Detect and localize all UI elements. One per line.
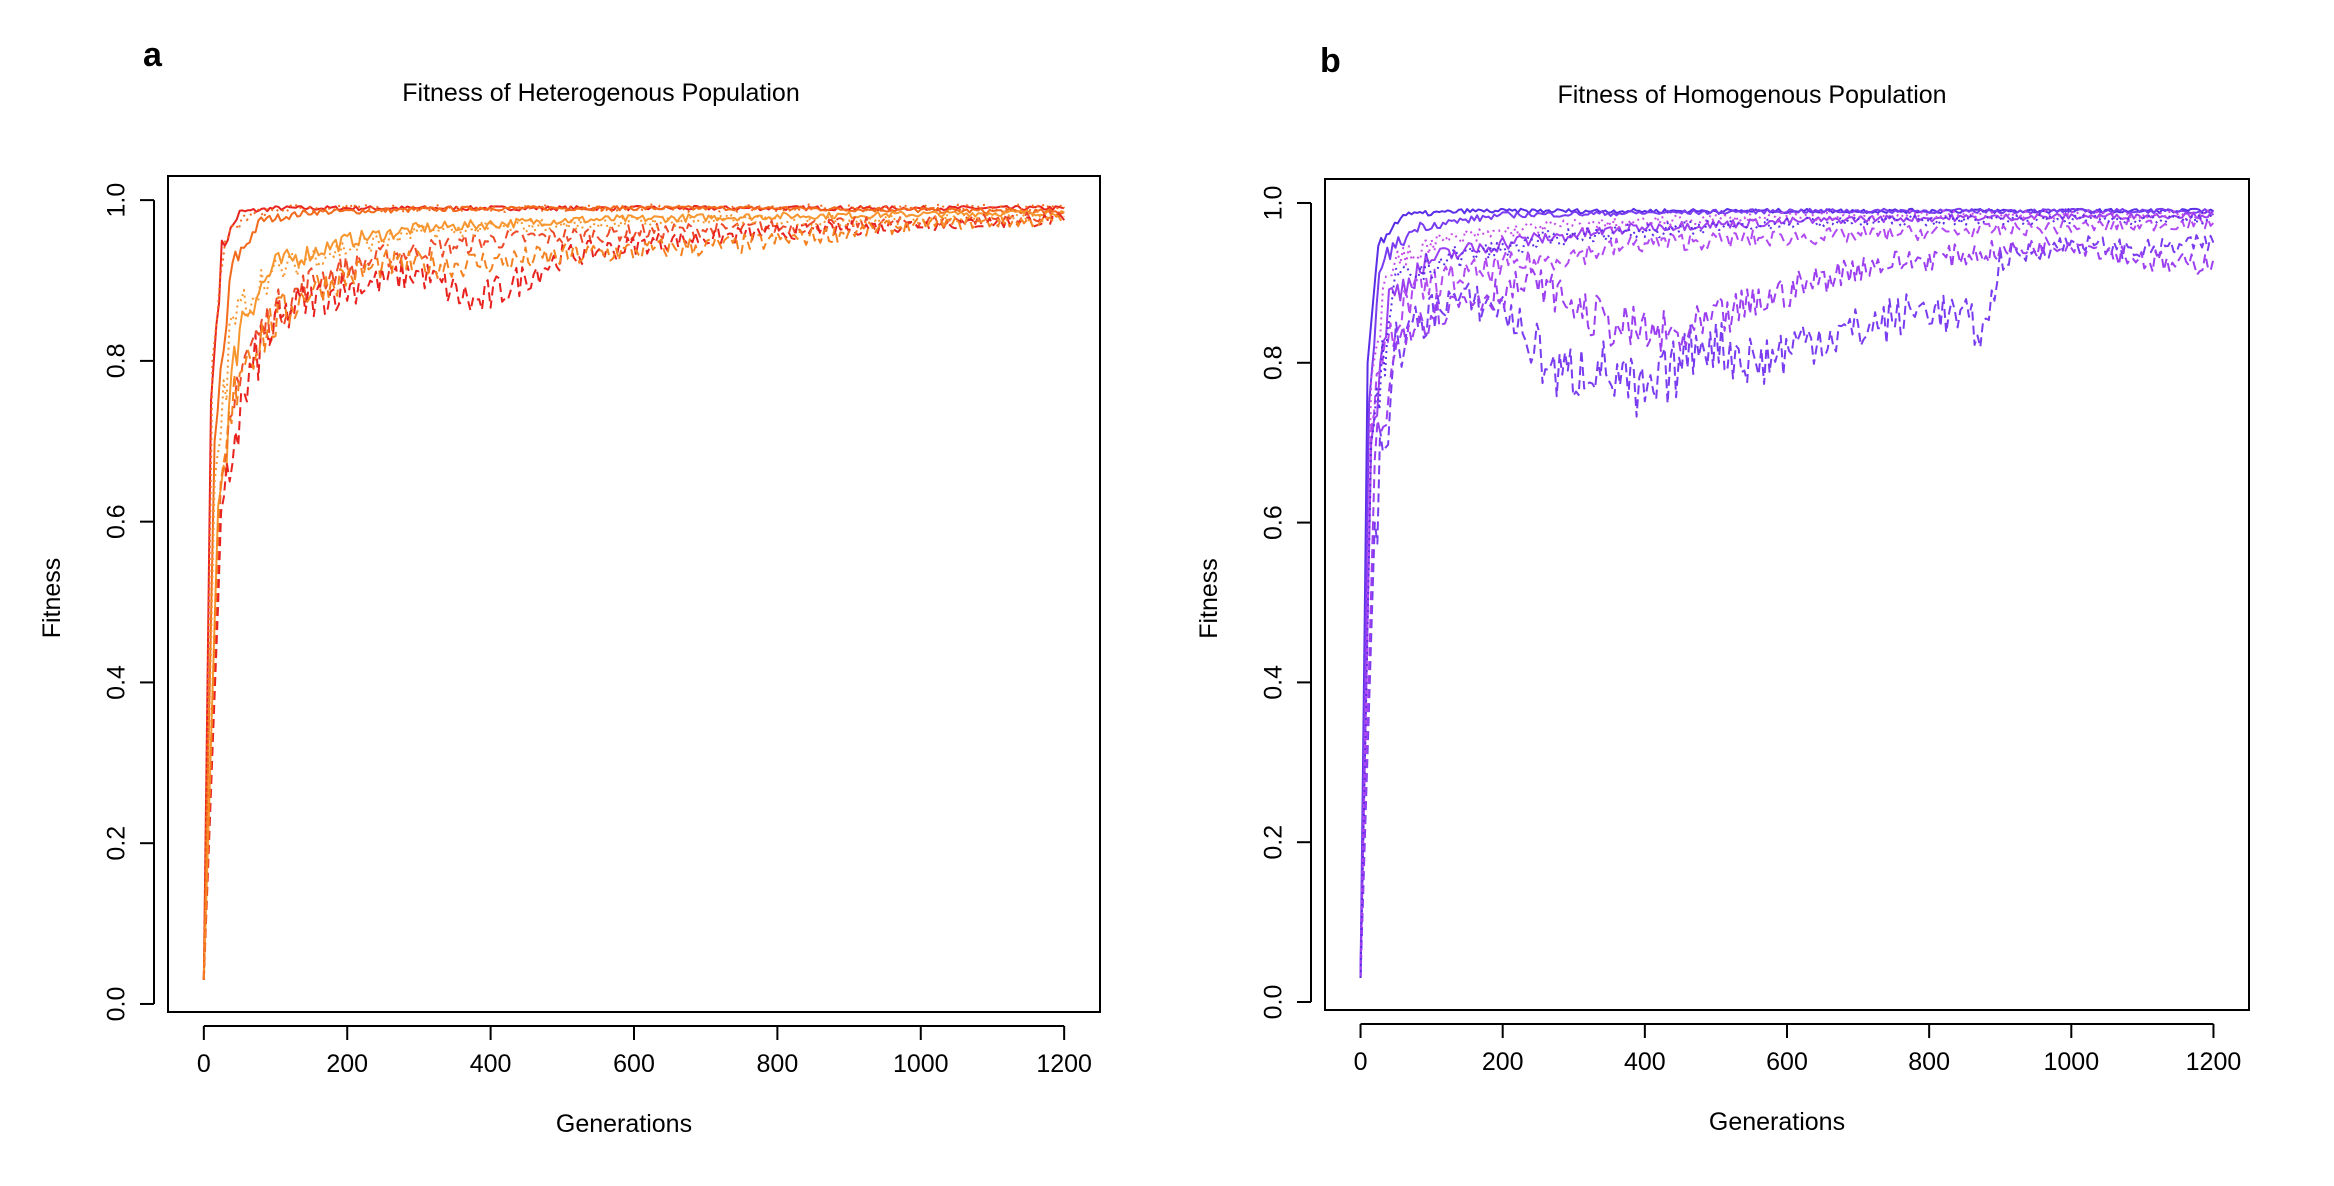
plot-frame-a	[167, 175, 1101, 1013]
y-tick-label-a: 0.2	[103, 826, 131, 861]
x-tick-label-a: 600	[613, 1050, 655, 1078]
y-tick-label-b: 0.4	[1260, 665, 1288, 700]
series-line-b-6	[1359, 236, 2215, 979]
x-tick-label-a: 200	[326, 1050, 368, 1078]
series-line-b-3	[1359, 211, 2215, 979]
y-tick-label-b: 0.6	[1260, 505, 1288, 540]
series-line-a-7	[202, 210, 1065, 980]
series-line-b-4	[1359, 216, 2215, 979]
y-tick-label-a: 0.4	[103, 665, 131, 700]
y-tick-label-a: 0.0	[103, 987, 131, 1022]
x-tick-label-b: 0	[1354, 1048, 1368, 1076]
x-tick-label-b: 1200	[2186, 1048, 2242, 1076]
series-line-a-8	[202, 203, 1065, 980]
panel-letter-b: b	[1320, 42, 1341, 80]
x-tick-label-a: 1000	[893, 1050, 949, 1078]
series-line-b-1	[1359, 207, 2214, 979]
chart-title-b: Fitness of Homogenous Population	[1557, 81, 1946, 109]
panel-b: b Fitness of Homogenous Population 0 200 4…	[1195, 42, 2250, 1136]
panel-letter-a: a	[143, 36, 163, 74]
series-line-b-2	[1359, 207, 2215, 979]
y-axis-label-b: Fitness	[1195, 558, 1223, 639]
x-tick-label-a: 800	[757, 1050, 799, 1078]
plot-frame-b	[1324, 178, 2250, 1011]
series-line-a-5	[202, 213, 1066, 980]
y-tick-label-b: 0.8	[1260, 345, 1288, 380]
x-axis-label-b: Generations	[1709, 1108, 1845, 1136]
x-tick-label-a: 1200	[1036, 1050, 1092, 1078]
plot-area-a: 0 200 400 600 800 1000 1200 0.0 0.2 0.4 0.6 0.8 1.0 G…	[38, 175, 1101, 1138]
series-line-a-1	[202, 205, 1065, 980]
plot-area-b: 0 200 400 600 800 1000 1200 0.0 0.2 0.4 0.6 0.8 1.0 G…	[1195, 178, 2250, 1136]
x-tick-label-b: 200	[1482, 1048, 1524, 1076]
x-axis-label-a: Generations	[556, 1110, 692, 1138]
x-tick-label-b: 1000	[2043, 1048, 2099, 1076]
series-line-b-8	[1359, 213, 2215, 979]
x-tick-label-b: 400	[1624, 1048, 1666, 1076]
y-tick-label-b: 0.0	[1260, 985, 1288, 1020]
series-line-a-4	[202, 210, 1065, 980]
series-line-a-3	[202, 209, 1065, 980]
x-tick-label-a: 0	[197, 1050, 211, 1078]
x-tick-label-b: 800	[1908, 1048, 1950, 1076]
y-axis-label-a: Fitness	[38, 558, 66, 639]
chart-title-a: Fitness of Heterogenous Population	[402, 79, 799, 107]
y-tick-label-a: 1.0	[103, 183, 131, 218]
y-tick-label-b: 0.2	[1260, 825, 1288, 860]
series-line-b-7	[1359, 209, 2214, 979]
series-line-a-6	[202, 214, 1065, 980]
x-tick-label-b: 600	[1766, 1048, 1808, 1076]
y-tick-label-a: 0.6	[103, 504, 131, 539]
y-tick-label-b: 1.0	[1260, 186, 1288, 221]
x-tick-label-a: 400	[470, 1050, 512, 1078]
series-line-a-2	[202, 205, 1065, 980]
series-line-b-5	[1359, 234, 2215, 979]
panel-a: a Fitness of Heterogenous Population 0 20…	[38, 36, 1101, 1138]
y-tick-label-a: 0.8	[103, 344, 131, 379]
